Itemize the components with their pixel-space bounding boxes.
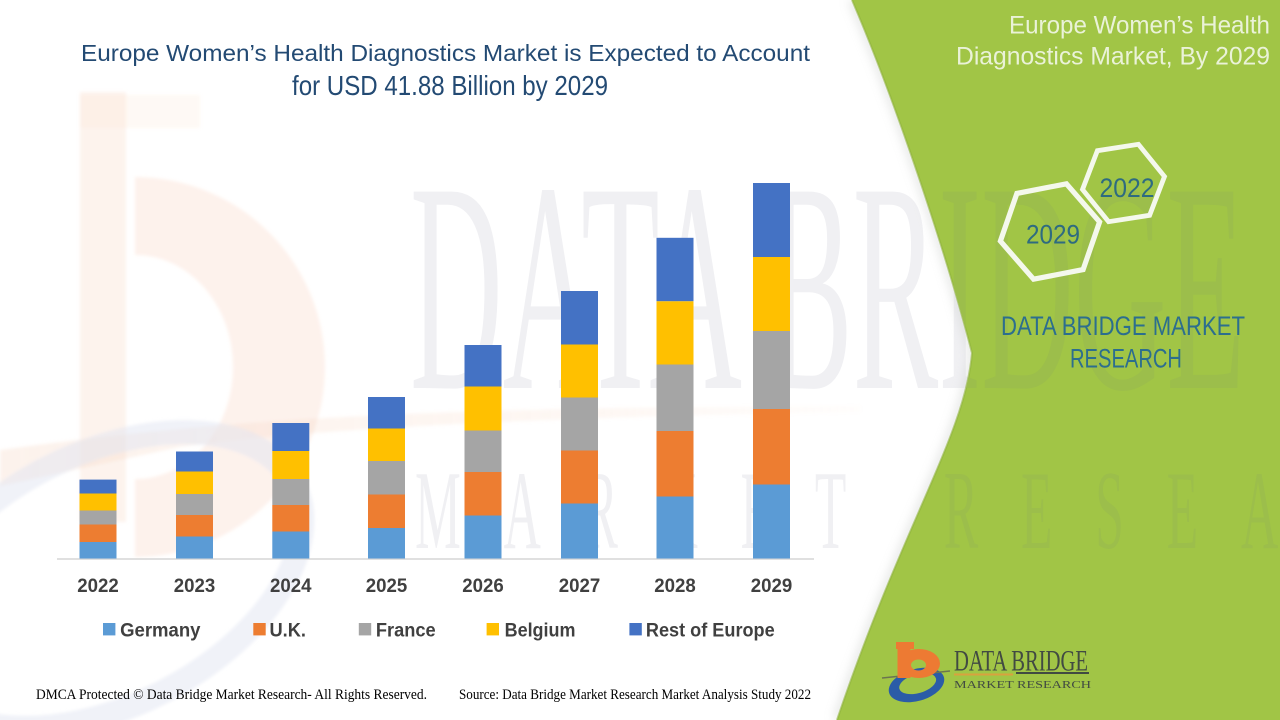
svg-text:2027: 2027	[559, 575, 601, 597]
svg-text:2025: 2025	[366, 575, 408, 597]
svg-text:2026: 2026	[462, 575, 504, 597]
svg-text:Europe Women’s Health Diagnost: Europe Women’s Health Diagnostics Market…	[81, 40, 811, 66]
svg-text:2022: 2022	[77, 575, 119, 597]
svg-text:2029: 2029	[1026, 220, 1080, 250]
svg-text:2022: 2022	[1100, 173, 1155, 203]
svg-text:DMCA Protected © Data Bridge M: DMCA Protected © Data Bridge Market Rese…	[36, 687, 427, 703]
svg-text:Europe Women’s Health: Europe Women’s Health	[1009, 12, 1270, 40]
svg-text:RESEARCH: RESEARCH	[1070, 344, 1182, 374]
svg-text:Belgium: Belgium	[505, 621, 576, 642]
svg-text:France: France	[376, 621, 436, 642]
svg-text:Source: Data Bridge Market Res: Source: Data Bridge Market Research Mark…	[459, 687, 811, 703]
svg-text:U.K.: U.K.	[270, 621, 307, 642]
svg-text:2028: 2028	[654, 575, 696, 597]
svg-text:2023: 2023	[174, 575, 216, 597]
svg-text:2029: 2029	[751, 575, 793, 597]
svg-text:for USD 41.88 Billion by 2029: for USD 41.88 Billion by 2029	[292, 70, 608, 101]
svg-text:DATA BRIDGE MARKET: DATA BRIDGE MARKET	[1001, 311, 1245, 341]
svg-text:Rest of Europe: Rest of Europe	[646, 621, 775, 642]
svg-text:2024: 2024	[270, 575, 312, 597]
svg-text:MARKET RESEARCH: MARKET RESEARCH	[954, 679, 1091, 691]
svg-text:Diagnostics Market, By 2029: Diagnostics Market, By 2029	[956, 43, 1270, 71]
svg-text:Germany: Germany	[120, 621, 201, 642]
